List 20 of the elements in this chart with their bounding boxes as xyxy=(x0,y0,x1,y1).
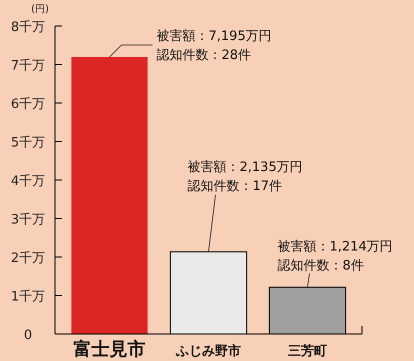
x-tick-label: ふじみ野市 xyxy=(175,343,241,359)
y-tick-label: 6千万 xyxy=(10,97,46,112)
y-tick-label: 3千万 xyxy=(10,212,46,228)
y-axis-title: (円) xyxy=(31,4,49,15)
annotation: 認知件数：8件 xyxy=(278,258,364,274)
y-tick-label: 1千万 xyxy=(10,290,46,304)
annotation: 被害額：2,135万円 xyxy=(188,158,303,175)
y-tick-label: 5千万 xyxy=(10,136,46,150)
y-tick-label: 7千万 xyxy=(10,58,46,74)
annotation: 被害額：1,214万円 xyxy=(278,238,393,254)
x-tick-label: 三芳町 xyxy=(288,343,327,359)
y-tick-label: 0 xyxy=(24,328,32,343)
x-tick-label: 富士見市 xyxy=(74,339,146,360)
y-tick-label: 2千万 xyxy=(10,251,46,266)
annotation: 認知件数：28件 xyxy=(156,48,252,63)
annotation: 認知件数：17件 xyxy=(188,178,282,194)
bar xyxy=(71,56,148,334)
y-tick-label: 4千万 xyxy=(10,174,46,189)
annotation: 被害額：7,195万円 xyxy=(156,28,272,44)
y-tick-label: 8千万 xyxy=(10,20,46,35)
